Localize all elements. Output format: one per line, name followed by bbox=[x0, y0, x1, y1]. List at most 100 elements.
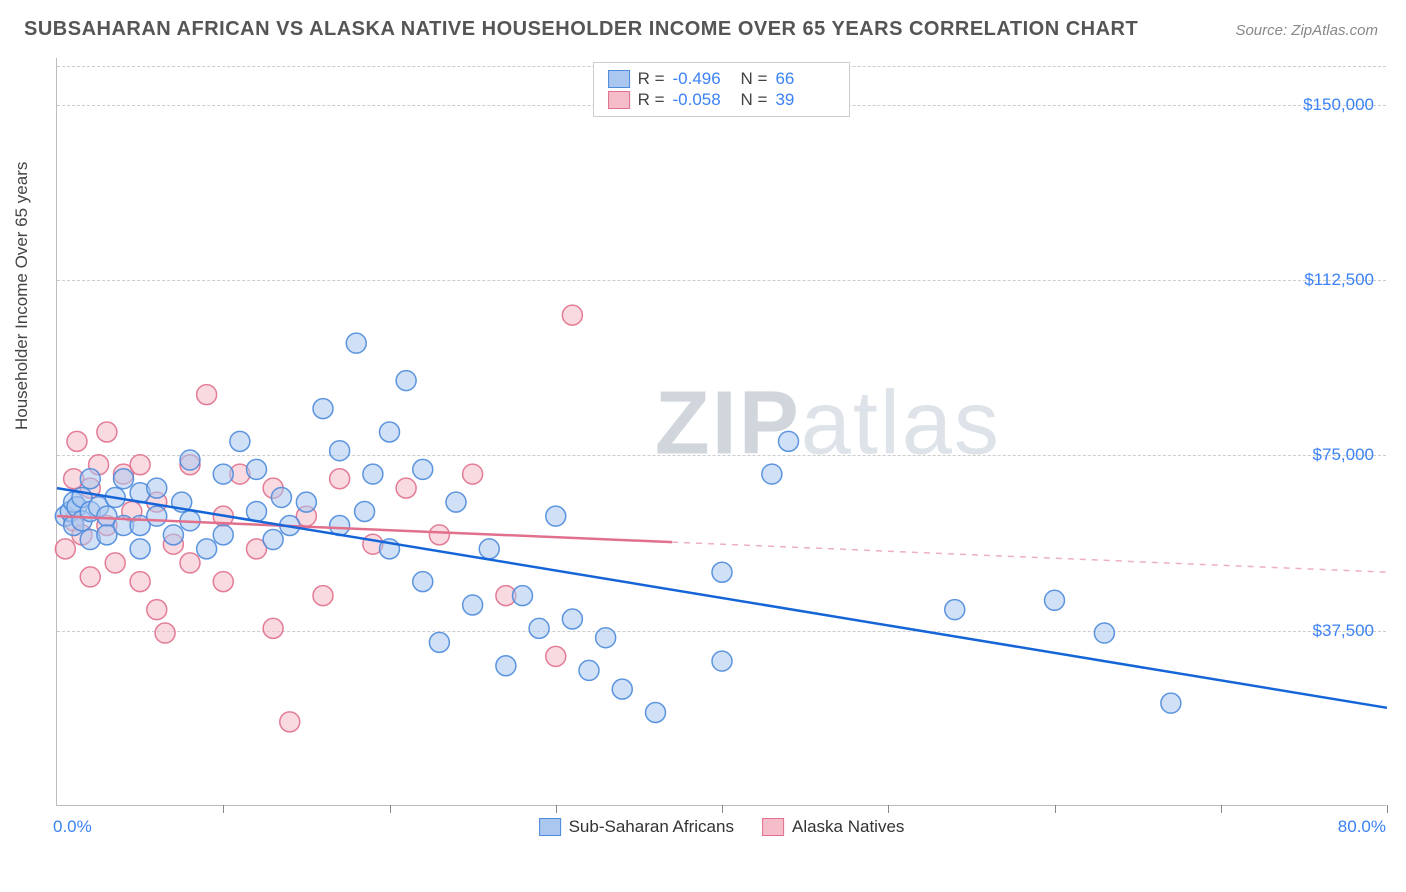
data-point bbox=[213, 572, 233, 592]
data-point bbox=[562, 305, 582, 325]
x-tick bbox=[390, 805, 391, 813]
x-axis-end-label: 80.0% bbox=[1338, 817, 1386, 837]
data-point bbox=[213, 464, 233, 484]
data-point bbox=[180, 450, 200, 470]
data-point bbox=[363, 464, 383, 484]
n-label: N = bbox=[741, 69, 768, 89]
data-point bbox=[67, 431, 87, 451]
legend-item-series2: Alaska Natives bbox=[762, 817, 904, 837]
r-label: R = bbox=[638, 90, 665, 110]
data-point bbox=[97, 422, 117, 442]
data-point bbox=[105, 553, 125, 573]
legend-item-series1: Sub-Saharan Africans bbox=[539, 817, 734, 837]
swatch-series2 bbox=[762, 818, 784, 836]
data-point bbox=[596, 628, 616, 648]
trend-line-dashed bbox=[672, 542, 1387, 572]
data-point bbox=[1045, 590, 1065, 610]
data-point bbox=[230, 431, 250, 451]
data-point bbox=[712, 562, 732, 582]
data-point bbox=[163, 525, 183, 545]
watermark: ZIPatlas bbox=[655, 373, 1001, 476]
x-axis-start-label: 0.0% bbox=[53, 817, 92, 837]
r-label: R = bbox=[638, 69, 665, 89]
data-point bbox=[155, 623, 175, 643]
swatch-series2 bbox=[608, 91, 630, 109]
data-point bbox=[529, 618, 549, 638]
trend-line bbox=[57, 488, 1387, 708]
data-point bbox=[945, 600, 965, 620]
data-point bbox=[55, 539, 75, 559]
data-point bbox=[247, 459, 267, 479]
data-point bbox=[513, 586, 533, 606]
y-axis-label: Householder Income Over 65 years bbox=[12, 162, 32, 430]
data-point bbox=[114, 469, 134, 489]
data-point bbox=[247, 501, 267, 521]
chart-title: SUBSAHARAN AFRICAN VS ALASKA NATIVE HOUS… bbox=[24, 18, 1138, 41]
data-point bbox=[263, 618, 283, 638]
data-point bbox=[380, 422, 400, 442]
data-point bbox=[396, 371, 416, 391]
x-tick bbox=[1055, 805, 1056, 813]
data-point bbox=[271, 487, 291, 507]
n-label: N = bbox=[741, 90, 768, 110]
data-point bbox=[562, 609, 582, 629]
data-point bbox=[579, 660, 599, 680]
data-point bbox=[180, 553, 200, 573]
data-point bbox=[130, 455, 150, 475]
r-value-series2: -0.058 bbox=[673, 90, 733, 110]
data-point bbox=[413, 459, 433, 479]
data-point bbox=[296, 492, 316, 512]
x-tick bbox=[1221, 805, 1222, 813]
legend-row-series2: R = -0.058 N = 39 bbox=[608, 90, 836, 110]
data-point bbox=[197, 385, 217, 405]
data-point bbox=[330, 469, 350, 489]
data-point bbox=[197, 539, 217, 559]
n-value-series2: 39 bbox=[775, 90, 835, 110]
data-point bbox=[80, 567, 100, 587]
x-tick bbox=[223, 805, 224, 813]
data-point bbox=[313, 586, 333, 606]
data-point bbox=[612, 679, 632, 699]
n-value-series1: 66 bbox=[775, 69, 835, 89]
data-point bbox=[463, 595, 483, 615]
swatch-series1 bbox=[539, 818, 561, 836]
x-tick bbox=[888, 805, 889, 813]
data-point bbox=[147, 600, 167, 620]
data-point bbox=[1161, 693, 1181, 713]
data-point bbox=[80, 469, 100, 489]
data-point bbox=[446, 492, 466, 512]
r-value-series1: -0.496 bbox=[673, 69, 733, 89]
plot-area: ZIPatlas $37,500$75,000$112,500$150,000 … bbox=[56, 58, 1386, 806]
data-point bbox=[479, 539, 499, 559]
data-point bbox=[213, 525, 233, 545]
x-tick bbox=[1387, 805, 1388, 813]
data-point bbox=[463, 464, 483, 484]
legend-row-series1: R = -0.496 N = 66 bbox=[608, 69, 836, 89]
data-point bbox=[712, 651, 732, 671]
data-point bbox=[396, 478, 416, 498]
series-legend: Sub-Saharan Africans Alaska Natives bbox=[539, 817, 905, 837]
data-point bbox=[355, 501, 375, 521]
data-point bbox=[280, 712, 300, 732]
data-point bbox=[429, 525, 449, 545]
data-point bbox=[346, 333, 366, 353]
data-point bbox=[313, 399, 333, 419]
data-point bbox=[496, 656, 516, 676]
data-point bbox=[130, 572, 150, 592]
data-point bbox=[413, 572, 433, 592]
data-point bbox=[546, 646, 566, 666]
data-point bbox=[147, 478, 167, 498]
data-point bbox=[147, 506, 167, 526]
data-point bbox=[546, 506, 566, 526]
data-point bbox=[429, 632, 449, 652]
x-tick bbox=[556, 805, 557, 813]
x-tick bbox=[722, 805, 723, 813]
data-point bbox=[646, 703, 666, 723]
data-point bbox=[330, 441, 350, 461]
series2-name: Alaska Natives bbox=[792, 817, 904, 837]
data-point bbox=[263, 530, 283, 550]
source-attribution: Source: ZipAtlas.com bbox=[1235, 22, 1378, 39]
series1-name: Sub-Saharan Africans bbox=[569, 817, 734, 837]
data-point bbox=[130, 539, 150, 559]
correlation-legend: R = -0.496 N = 66 R = -0.058 N = 39 bbox=[593, 62, 851, 117]
